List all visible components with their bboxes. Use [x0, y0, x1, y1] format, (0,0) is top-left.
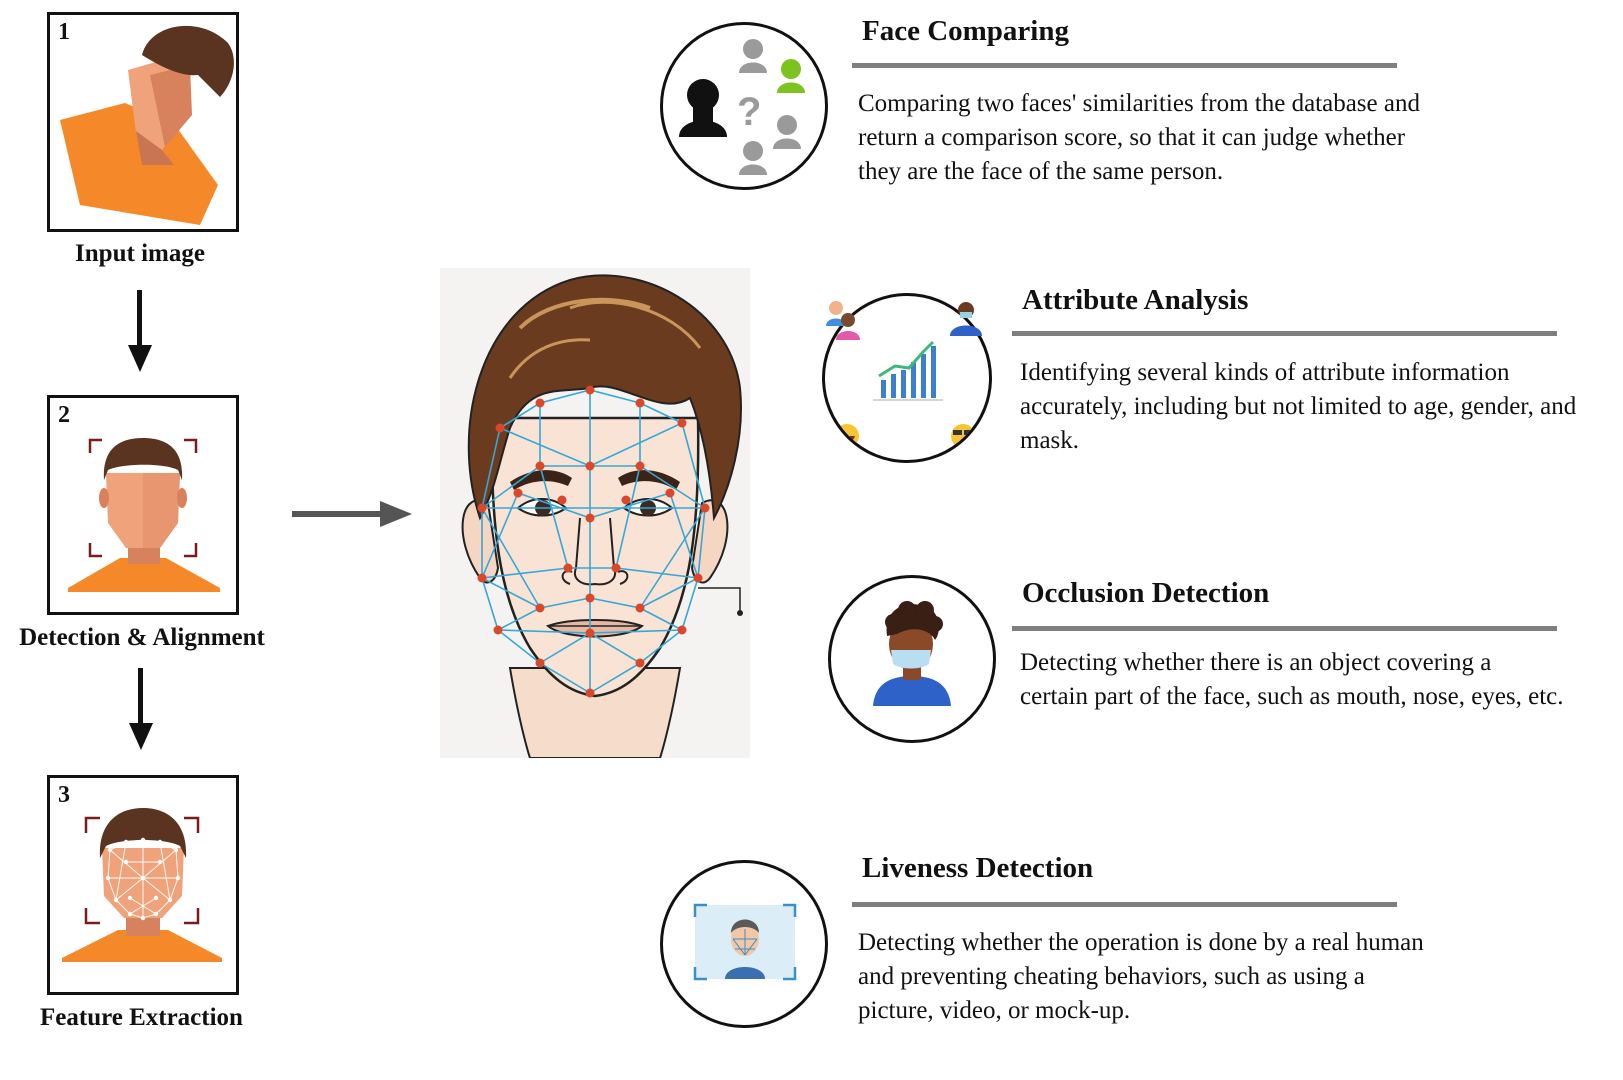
step-1-number: 1 [58, 19, 70, 45]
step-2-box: 2 [47, 395, 239, 615]
face-compare-icon: ? [679, 39, 805, 175]
face-compare-circle: ? [660, 22, 828, 190]
attribute-analysis-title: Attribute Analysis [1022, 284, 1249, 316]
svg-text:?: ? [737, 90, 761, 134]
masked-avatar-icon [950, 302, 982, 336]
step-2-caption: Detection & Alignment [19, 624, 265, 651]
step-1-box: 1 [47, 12, 239, 232]
step-3-number: 3 [58, 782, 70, 808]
masked-person-icon [873, 601, 951, 706]
occlusion-detection-description: Detecting whether there is an object cov… [1020, 649, 1564, 710]
occlusion-detection-title: Occlusion Detection [1022, 577, 1270, 609]
attribute-analysis-rule [1012, 331, 1557, 336]
liveness-detection-rule [852, 902, 1397, 907]
face-comparing-description: Comparing two faces' similarities from t… [858, 90, 1420, 185]
people-avatar-icon [826, 301, 860, 340]
liveness-scan-icon [693, 903, 797, 981]
face-comparing-rule [852, 63, 1397, 68]
down-arrow-1 [128, 290, 152, 372]
attribute-analysis-description: Identifying several kinds of attribute i… [1020, 359, 1577, 454]
face-landmark-mesh-illustration [461, 274, 743, 758]
liveness-detection-circle [660, 860, 828, 1028]
feature-mesh-face-icon [62, 808, 222, 962]
occlusion-detection-rule [1012, 626, 1557, 631]
step-2-number: 2 [58, 402, 70, 428]
step-1-caption: Input image [75, 240, 205, 267]
liveness-detection-description: Detecting whether the operation is done … [858, 929, 1424, 1024]
occlusion-detection-circle [828, 575, 996, 743]
center-face-panel [440, 268, 750, 758]
input-portrait-icon [60, 25, 234, 225]
liveness-detection-title: Liveness Detection [862, 852, 1094, 884]
down-arrow-2 [129, 668, 153, 750]
attribute-chart-icon [835, 340, 975, 448]
detected-face-icon [68, 438, 220, 592]
step-3-caption: Feature Extraction [40, 1004, 243, 1031]
face-comparing-title: Face Comparing [862, 15, 1069, 47]
step-3-box: 3 [47, 775, 239, 995]
right-arrow [292, 501, 412, 527]
